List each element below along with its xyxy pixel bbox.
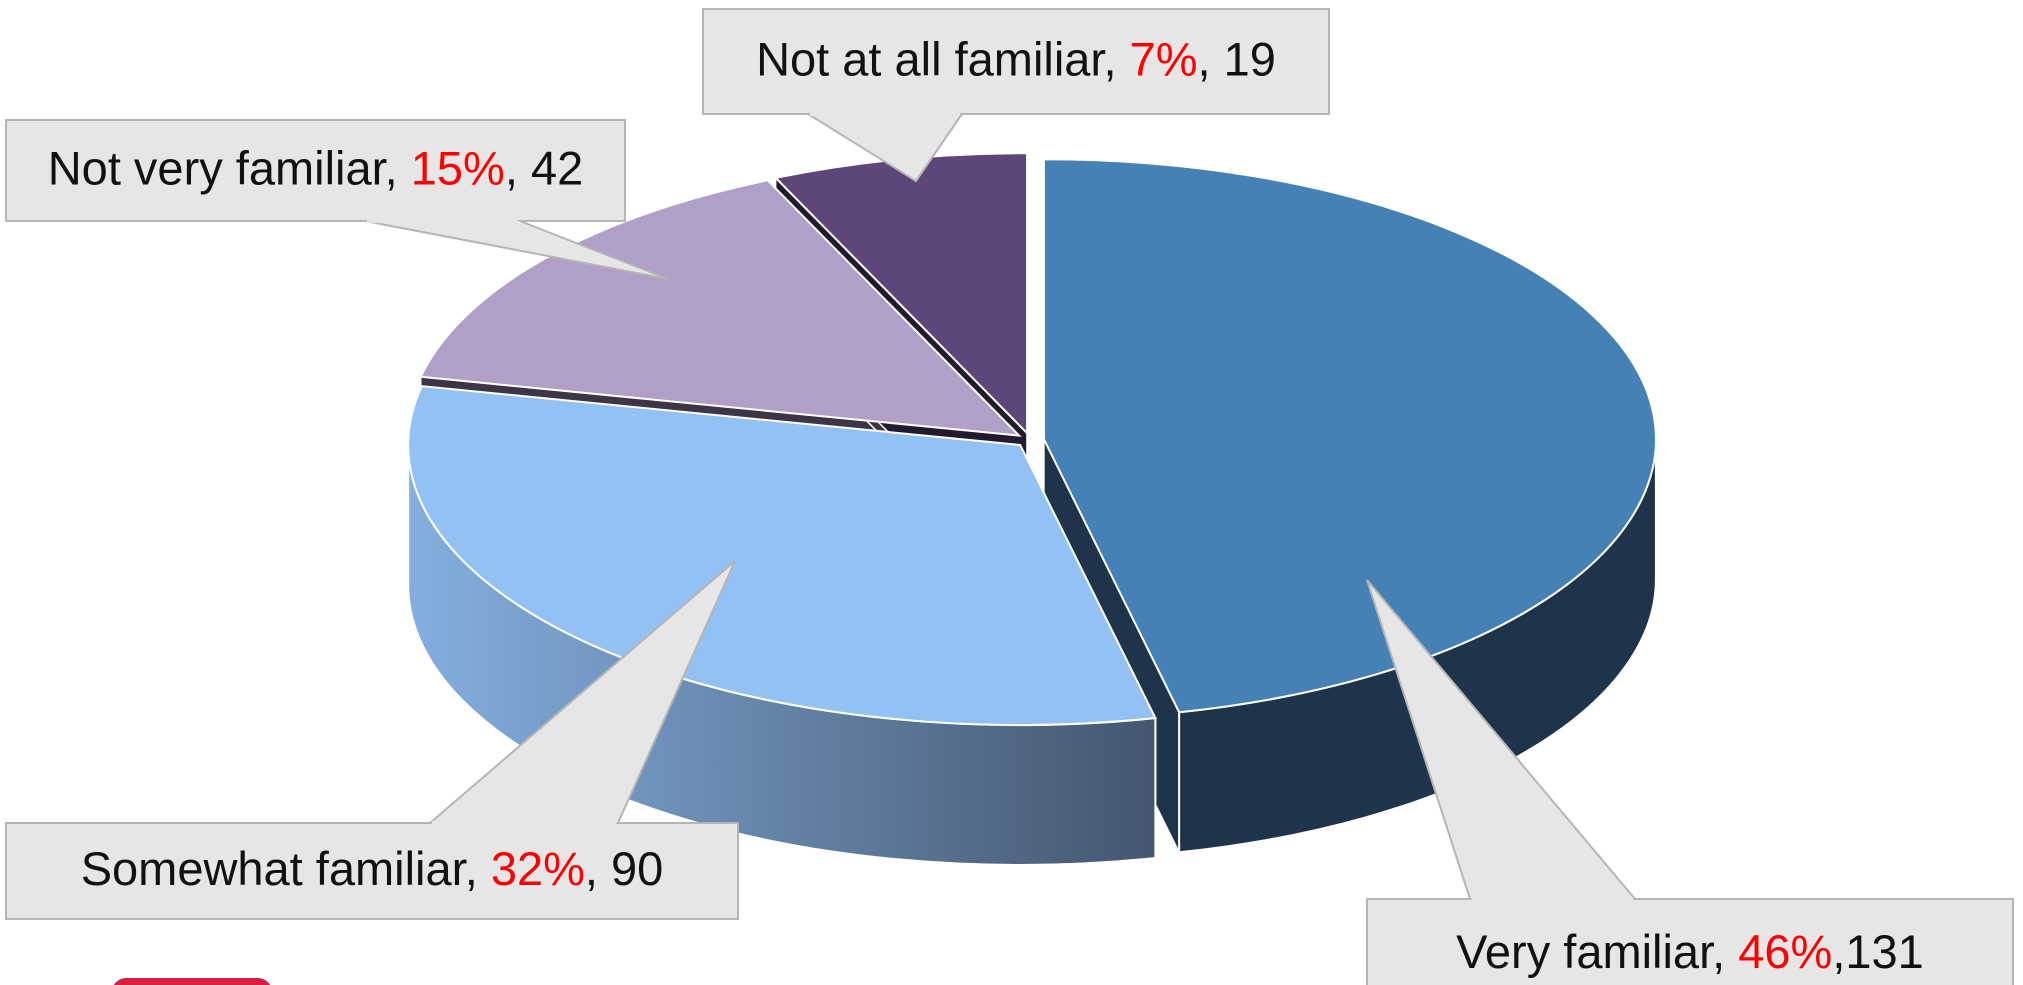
category-label: Very familiar: [1456, 925, 1714, 978]
callout-box: [5, 119, 626, 222]
badge: [113, 978, 271, 985]
data-label: Very familiar, 46%,131: [1456, 925, 1924, 978]
callout-pointer: [807, 113, 963, 183]
category-label: Not very familiar: [48, 142, 387, 195]
data-label: Somewhat familiar, 32%, 90: [81, 842, 664, 895]
percent-label: 7%: [1130, 33, 1198, 86]
callout-box: [702, 8, 1330, 115]
percent-label: 32%: [491, 842, 585, 895]
value-label: , 90: [585, 842, 663, 895]
separator: ,: [1712, 925, 1738, 978]
category-label: Somewhat familiar: [81, 842, 467, 895]
callout: Not very familiar, 15%, 42: [5, 119, 669, 280]
callouts: Very familiar, 46%,131 Somewhat familiar,…: [5, 8, 2014, 985]
separator: ,: [1103, 33, 1129, 86]
separator: ,: [385, 142, 411, 195]
callout-pointer: [429, 560, 736, 824]
category-label: Not at all familiar: [756, 33, 1105, 86]
percent-label: 46%: [1738, 925, 1832, 978]
callout-box: [1366, 898, 2014, 985]
pie: [407, 152, 1657, 866]
slice: [419, 179, 1022, 437]
data-label: Not at all familiar, 7%, 19: [756, 33, 1276, 86]
callout: Very familiar, 46%,131: [1366, 579, 2014, 985]
callout-box: [5, 822, 739, 920]
value-label: , 19: [1198, 33, 1276, 86]
callout-pointer: [1366, 579, 1636, 900]
value-label: , 42: [505, 142, 583, 195]
callout: Not at all familiar, 7%, 19: [702, 8, 1330, 183]
value-label: ,131: [1832, 925, 1923, 978]
data-label: Not very familiar, 15%, 42: [48, 142, 584, 195]
callout: Somewhat familiar, 32%, 90: [5, 560, 739, 920]
callout-pointer: [364, 220, 669, 280]
percent-label: 15%: [411, 142, 505, 195]
slice: [407, 385, 1157, 726]
separator: ,: [465, 842, 491, 895]
